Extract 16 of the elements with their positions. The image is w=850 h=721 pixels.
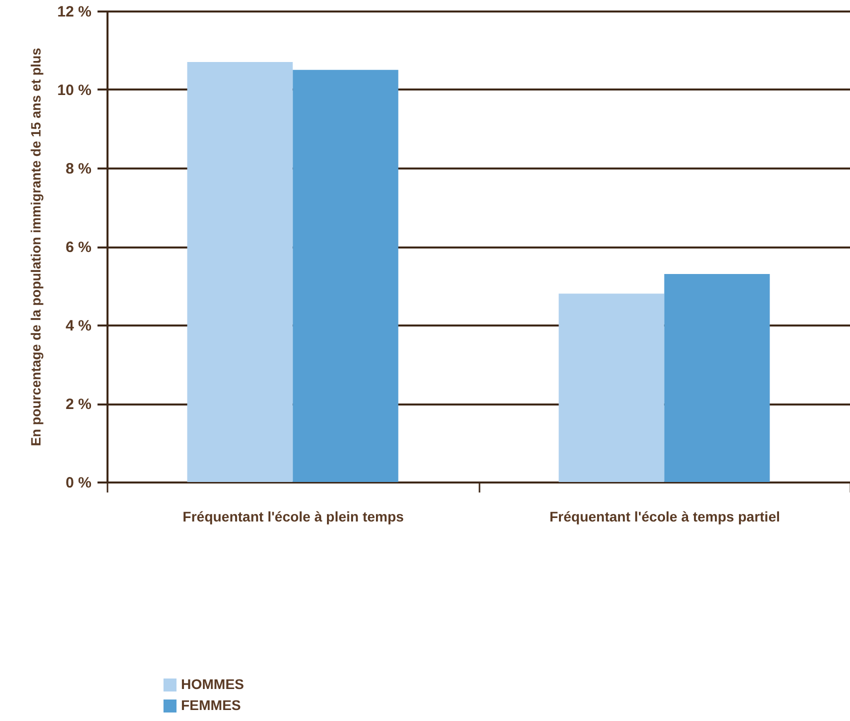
y-tick-label: 0 %	[66, 474, 92, 492]
y-tick-label: 10 %	[57, 82, 92, 99]
legend-label: FEMMES	[181, 697, 241, 713]
bar	[664, 274, 770, 482]
bar	[292, 70, 398, 482]
legend-label: HOMMES	[181, 676, 244, 692]
y-tick-label: 8 %	[66, 160, 92, 178]
bar	[187, 62, 293, 482]
y-tick-label: 4 %	[66, 318, 92, 334]
y-tick-label: 2 %	[66, 396, 92, 413]
y-axis-title: En pourcentage de la population immigrante de 15 ans et plus	[28, 48, 44, 446]
y-tick-label: 6 %	[66, 239, 92, 256]
y-tick-label: 12 %	[57, 4, 92, 20]
bar	[558, 294, 664, 482]
x-tick-label: Fréquentant l'école à temps partiel	[549, 508, 780, 524]
x-tick-label: Fréquentant l'école à plein temps	[182, 508, 404, 524]
